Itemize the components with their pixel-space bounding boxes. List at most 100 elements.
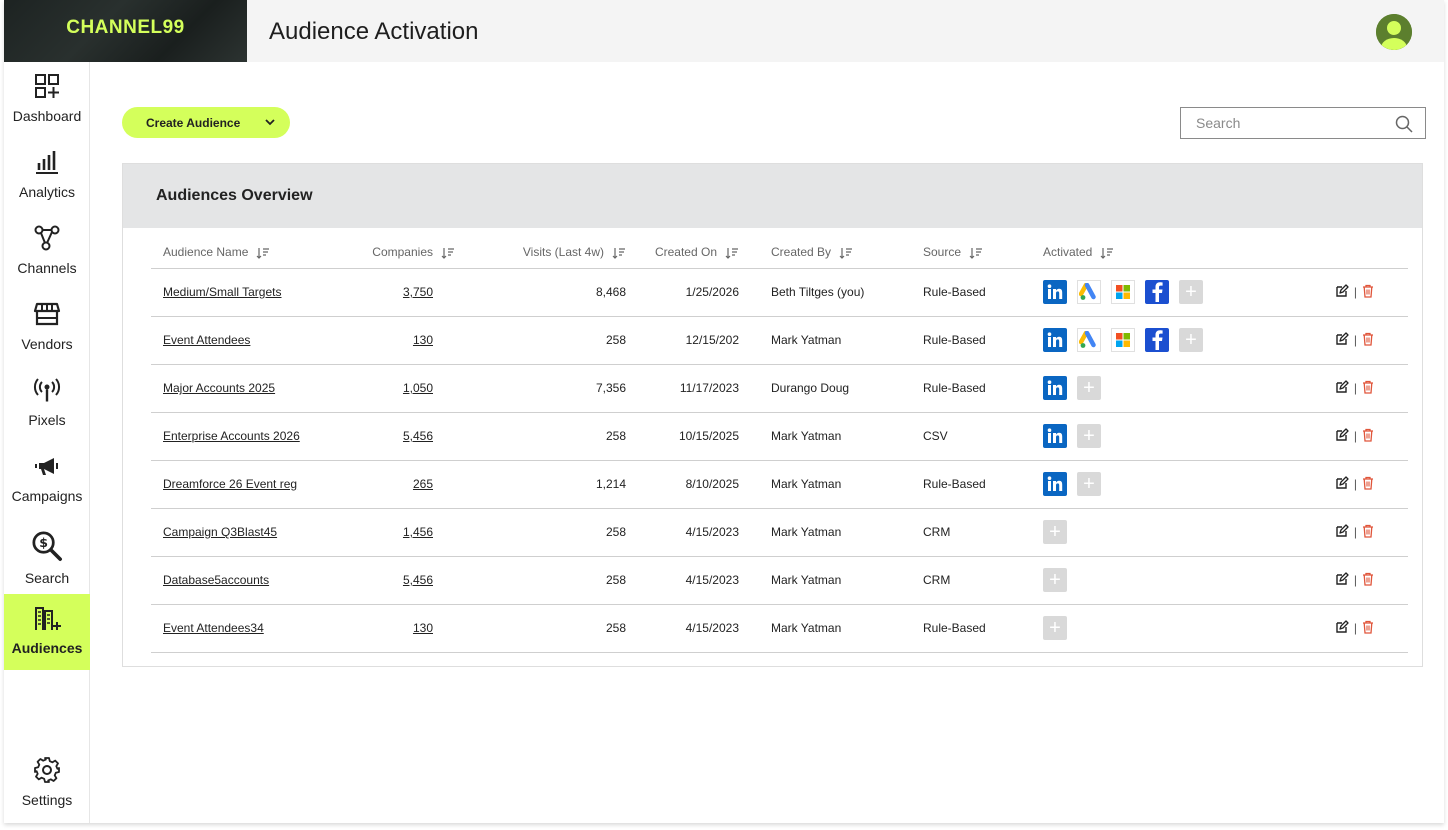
companies-link[interactable]: 130: [412, 621, 433, 635]
trash-icon[interactable]: [1362, 572, 1374, 586]
linkedin-icon[interactable]: [1043, 424, 1067, 448]
companies-link[interactable]: 5,456: [402, 429, 433, 443]
sidebar-item-analytics[interactable]: Analytics: [4, 138, 90, 214]
trash-icon[interactable]: [1362, 284, 1374, 298]
delete-button[interactable]: [1362, 476, 1374, 493]
google-ads-icon[interactable]: [1077, 328, 1101, 352]
add-channel-icon[interactable]: +: [1179, 328, 1203, 352]
audience-name-link[interactable]: Enterprise Accounts 2026: [163, 429, 300, 443]
sidebar-item-channels[interactable]: Channels: [4, 214, 90, 290]
delete-button[interactable]: [1362, 572, 1374, 589]
trash-icon[interactable]: [1362, 428, 1374, 442]
edit-button[interactable]: [1335, 427, 1349, 445]
audience-name-link[interactable]: Campaign Q3Blast45: [163, 525, 278, 539]
edit-icon[interactable]: [1335, 475, 1349, 490]
sidebar-item-campaigns[interactable]: Campaigns: [4, 442, 90, 518]
companies-link[interactable]: 1,456: [402, 525, 433, 539]
sidebar-item-vendors[interactable]: Vendors: [4, 290, 90, 366]
linkedin-icon[interactable]: [1043, 376, 1067, 400]
companies-link[interactable]: 5,456: [402, 573, 433, 587]
add-channel-icon[interactable]: +: [1043, 568, 1067, 592]
edit-button[interactable]: [1335, 523, 1349, 541]
column-header-source[interactable]: Source: [923, 236, 1043, 269]
audience-name-link[interactable]: Medium/Small Targets: [163, 285, 282, 299]
google-ads-icon[interactable]: [1077, 280, 1101, 304]
companies-link[interactable]: 1,050: [402, 381, 433, 395]
companies-link[interactable]: 265: [412, 477, 433, 491]
audience-name-link[interactable]: Dreamforce 26 Event reg: [163, 477, 298, 491]
column-header-audience-name[interactable]: Audience Name: [151, 236, 305, 269]
add-channel-icon[interactable]: +: [1077, 376, 1101, 400]
edit-icon[interactable]: [1335, 571, 1349, 586]
add-channel-icon[interactable]: +: [1179, 280, 1203, 304]
add-channel-icon[interactable]: +: [1043, 520, 1067, 544]
sidebar-item-settings[interactable]: Settings: [4, 746, 90, 822]
delete-button[interactable]: [1362, 620, 1374, 637]
facebook-icon[interactable]: [1145, 280, 1169, 304]
sort-icon[interactable]: [725, 247, 739, 259]
chevron-down-icon: [265, 119, 275, 126]
trash-icon[interactable]: [1362, 380, 1374, 394]
add-channel-icon[interactable]: +: [1077, 472, 1101, 496]
add-channel-icon[interactable]: +: [1077, 424, 1101, 448]
delete-button[interactable]: [1362, 428, 1374, 445]
audience-name-link[interactable]: Event Attendees: [163, 333, 251, 347]
search-input[interactable]: [1181, 108, 1381, 138]
add-channel-icon[interactable]: +: [1043, 616, 1067, 640]
edit-button[interactable]: [1335, 619, 1349, 637]
avatar[interactable]: [1376, 14, 1412, 50]
audience-name-link[interactable]: Database5accounts: [163, 573, 270, 587]
trash-icon[interactable]: [1362, 332, 1374, 346]
cell-companies: 1,050: [305, 364, 463, 413]
edit-button[interactable]: [1335, 283, 1349, 301]
audience-name-link[interactable]: Event Attendees34: [163, 621, 264, 635]
sidebar-item-pixels[interactable]: Pixels: [4, 366, 90, 442]
companies-link[interactable]: 3,750: [402, 285, 433, 299]
edit-button[interactable]: [1335, 331, 1349, 349]
sidebar-item-audiences[interactable]: Audiences: [4, 594, 90, 670]
edit-button[interactable]: [1335, 571, 1349, 589]
linkedin-icon[interactable]: [1043, 328, 1067, 352]
sort-icon[interactable]: [969, 247, 983, 259]
sort-icon[interactable]: [256, 247, 270, 259]
edit-icon[interactable]: [1335, 427, 1349, 442]
edit-icon[interactable]: [1335, 619, 1349, 634]
facebook-icon[interactable]: [1145, 328, 1169, 352]
trash-icon[interactable]: [1362, 524, 1374, 538]
sidebar-item-dashboard[interactable]: Dashboard: [4, 62, 90, 138]
create-audience-button[interactable]: Create Audience: [122, 107, 290, 138]
sort-icon[interactable]: [839, 247, 853, 259]
cell-actions: |: [1213, 268, 1408, 317]
edit-icon[interactable]: [1335, 523, 1349, 538]
sort-icon[interactable]: [441, 247, 455, 259]
column-header-visits[interactable]: Visits (Last 4w): [463, 236, 640, 269]
edit-icon[interactable]: [1335, 283, 1349, 298]
sort-icon[interactable]: [1100, 247, 1114, 259]
delete-button[interactable]: [1362, 284, 1374, 301]
companies-link[interactable]: 130: [412, 333, 433, 347]
column-header-created-on[interactable]: Created On: [640, 236, 747, 269]
logo[interactable]: CHANNEL99: [4, 0, 247, 62]
sidebar-item-label: Pixels: [28, 412, 66, 428]
edit-icon[interactable]: [1335, 379, 1349, 394]
action-separator: |: [1353, 525, 1357, 539]
delete-button[interactable]: [1362, 380, 1374, 397]
microsoft-icon[interactable]: [1111, 280, 1135, 304]
sort-icon[interactable]: [612, 247, 626, 259]
trash-icon[interactable]: [1362, 620, 1374, 634]
column-header-companies[interactable]: Companies: [305, 236, 463, 269]
trash-icon[interactable]: [1362, 476, 1374, 490]
microsoft-icon[interactable]: [1111, 328, 1135, 352]
column-header-activated[interactable]: Activated: [1043, 236, 1213, 269]
column-header-created-by[interactable]: Created By: [747, 236, 923, 269]
sidebar-item-search[interactable]: $ Search: [4, 518, 90, 598]
linkedin-icon[interactable]: [1043, 472, 1067, 496]
linkedin-icon[interactable]: [1043, 280, 1067, 304]
search-icon[interactable]: [1395, 115, 1413, 133]
delete-button[interactable]: [1362, 332, 1374, 349]
edit-button[interactable]: [1335, 475, 1349, 493]
edit-button[interactable]: [1335, 379, 1349, 397]
delete-button[interactable]: [1362, 524, 1374, 541]
edit-icon[interactable]: [1335, 331, 1349, 346]
audience-name-link[interactable]: Major Accounts 2025: [163, 381, 276, 395]
